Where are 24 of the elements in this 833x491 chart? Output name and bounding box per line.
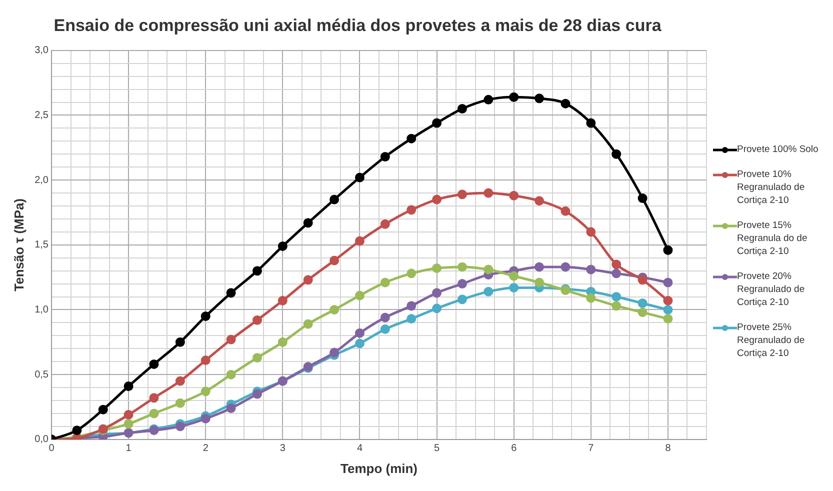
y-tick-label: 2,0 bbox=[34, 174, 49, 186]
x-tick-label: 4 bbox=[356, 443, 363, 454]
legend-label: Provete 10% Regranulado de Cortiça 2-10 bbox=[737, 168, 806, 207]
y-tick-label: 1,5 bbox=[34, 240, 49, 251]
x-tick-label: 8 bbox=[665, 443, 672, 454]
y-axis-title: Tensão τ (MPa) bbox=[11, 198, 26, 292]
legend-label: Provete 20% Regranulado de Cortiça 2-10 bbox=[737, 270, 806, 309]
x-axis-title: Tempo (min) bbox=[340, 460, 418, 476]
legend-label: Provete 100% Solo bbox=[737, 143, 818, 156]
x-tick-label: 1 bbox=[126, 443, 132, 454]
y-tick-label: 1,0 bbox=[34, 304, 49, 316]
y-tick-label: 2,5 bbox=[34, 110, 49, 121]
legend-label: Provete 15% Regranula do de Cortiça 2-10 bbox=[737, 219, 808, 258]
y-tick-label: 3,0 bbox=[34, 45, 49, 56]
x-tick-label: 3 bbox=[280, 443, 286, 454]
x-tick-label: 6 bbox=[511, 443, 518, 454]
y-tick-label: 0,5 bbox=[34, 369, 49, 380]
x-tick-label: 7 bbox=[588, 443, 594, 454]
legend-label: Provete 25% Regranulado de Cortiça 2-10 bbox=[737, 321, 806, 360]
chart-title: Ensaio de compressão uni axial média dos provetes a mais de 28 dias cura bbox=[54, 16, 662, 35]
x-tick-label: 5 bbox=[434, 443, 440, 454]
y-tick-label: 0,0 bbox=[34, 434, 49, 446]
x-tick-label: 0 bbox=[48, 443, 55, 454]
x-tick-label: 2 bbox=[202, 443, 209, 454]
